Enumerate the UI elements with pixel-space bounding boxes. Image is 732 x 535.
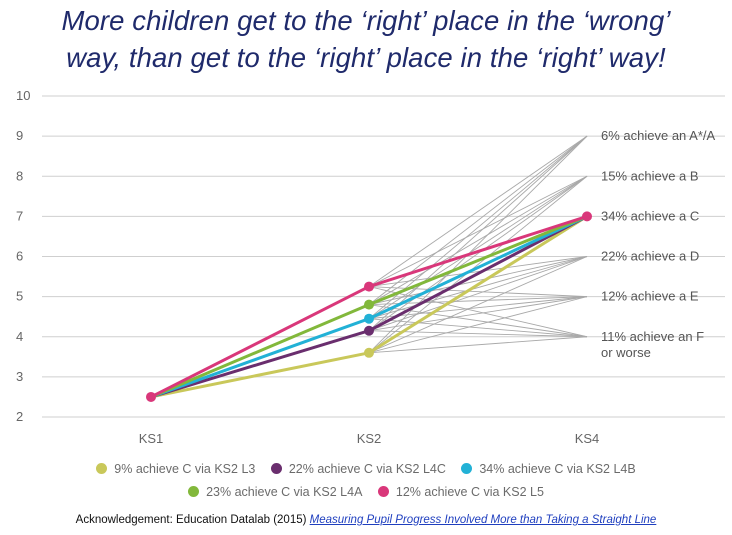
- x-tick-label: KS4: [575, 431, 600, 446]
- y-tick-label: 4: [16, 329, 23, 344]
- series-point: [582, 211, 592, 222]
- y-tick-label: 2: [16, 409, 23, 424]
- grade-annotation: 11% achieve an F: [601, 329, 704, 344]
- line-chart: 2 3 4 5 6 7 8 9 10 KS1 KS2 KS4 6% achieve an A*/A 15%…: [16, 88, 725, 446]
- background-trajectory: [368, 286, 588, 298]
- background-trajectory: [368, 175, 588, 354]
- background-trajectory: [368, 135, 588, 354]
- legend-swatch-l4b: [461, 463, 473, 474]
- grade-annotation: 15% achieve a B: [601, 168, 699, 183]
- legend-item-l4c: 22% achieve C via KS2 L4C: [270, 462, 446, 476]
- x-tick-label: KS1: [139, 431, 164, 446]
- series-point: [364, 313, 374, 324]
- background-trajectory: [368, 175, 588, 306]
- legend-swatch-l4a: [188, 486, 200, 497]
- background-trajectory: [368, 296, 588, 306]
- legend-row-2: 23% achieve C via KS2 L4A 12% achieve C …: [0, 485, 732, 499]
- x-tick-label: KS2: [357, 431, 382, 446]
- legend-swatch-l4c: [270, 463, 282, 474]
- title-line-1: More children get to the ‘right’ place i…: [61, 5, 671, 36]
- legend-swatch-l3: [96, 463, 108, 474]
- legend-swatch-l5: [377, 486, 389, 497]
- background-trajectory: [368, 256, 588, 332]
- grade-annotation-line2: or worse: [601, 345, 651, 360]
- background-trajectory: [368, 135, 588, 287]
- background-trajectory: [368, 135, 588, 332]
- background-trajectory: [368, 336, 588, 354]
- title-line-2: way, than get to the ‘right’ place in th…: [66, 42, 666, 73]
- y-tick-label: 9: [16, 128, 23, 143]
- background-trajectory: [368, 296, 588, 354]
- background-trajectory: [368, 256, 588, 354]
- legend-label: 9% achieve C via KS2 L3: [114, 462, 256, 476]
- y-tick-label: 5: [16, 289, 23, 304]
- legend-label: 34% achieve C via KS2 L4B: [479, 462, 636, 476]
- background-trajectory: [368, 175, 588, 287]
- background-trajectory: [368, 175, 588, 332]
- grade-annotation: 34% achieve a C: [601, 208, 699, 223]
- acknowledgement-text: Acknowledgement: Education Datalab (2015…: [75, 514, 307, 526]
- legend-row-1: 9% achieve C via KS2 L3 22% achieve C vi…: [0, 462, 732, 476]
- background-trajectory: [368, 296, 588, 320]
- background-trajectory: [368, 256, 588, 320]
- legend-label: 22% achieve C via KS2 L4C: [288, 462, 446, 476]
- legend-item-l5: 12% achieve C via KS2 L5: [377, 485, 544, 499]
- background-trajectory: [368, 256, 588, 306]
- background-trajectory: [368, 318, 588, 338]
- legend-item-l4a: 23% achieve C via KS2 L4A: [188, 485, 362, 499]
- background-trajectory: [368, 135, 588, 306]
- series-point: [364, 281, 374, 292]
- y-tick-label: 10: [16, 88, 30, 103]
- y-tick-label: 6: [16, 249, 23, 264]
- background-trajectory: [368, 286, 588, 338]
- series-point: [364, 347, 374, 358]
- series-point: [364, 325, 374, 336]
- chart-title: More children get to the ‘right’ place i…: [0, 2, 732, 76]
- source-link[interactable]: Measuring Pupil Progress Involved More t…: [309, 514, 657, 526]
- series-point: [364, 299, 374, 310]
- legend-item-l3: 9% achieve C via KS2 L3: [96, 462, 255, 476]
- y-tick-label: 7: [16, 208, 23, 223]
- grade-annotation: 6% achieve an A*/A: [601, 128, 716, 143]
- y-tick-label: 8: [16, 168, 23, 183]
- series-point: [146, 391, 156, 402]
- legend-label: 12% achieve C via KS2 L5: [395, 485, 544, 499]
- legend-label: 23% achieve C via KS2 L4A: [206, 485, 363, 499]
- acknowledgement: Acknowledgement: Education Datalab (2015…: [0, 514, 732, 526]
- background-trajectory: [368, 296, 588, 332]
- y-tick-label: 3: [16, 369, 23, 384]
- background-trajectory: [368, 256, 588, 288]
- legend-item-l4b: 34% achieve C via KS2 L4B: [461, 462, 636, 476]
- grade-annotation: 12% achieve a E: [601, 289, 699, 304]
- grade-annotation: 22% achieve a D: [601, 249, 699, 264]
